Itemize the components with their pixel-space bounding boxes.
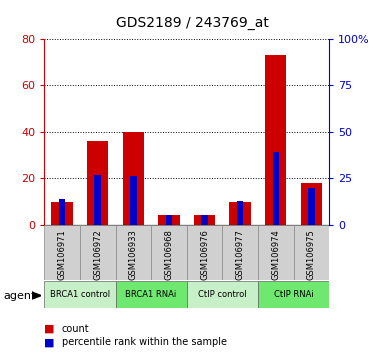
Bar [229, 201, 251, 225]
Text: GSM106974: GSM106974 [271, 229, 280, 280]
Bar [87, 141, 109, 225]
Text: CtIP control: CtIP control [198, 290, 247, 299]
Text: percentile rank within the sample: percentile rank within the sample [62, 337, 227, 347]
Bar [308, 188, 315, 225]
Text: GSM106933: GSM106933 [129, 229, 138, 280]
Bar [301, 183, 322, 225]
Polygon shape [32, 292, 41, 299]
Text: agent: agent [4, 291, 36, 301]
Text: GSM106977: GSM106977 [236, 229, 244, 280]
Bar [158, 216, 179, 225]
Bar [130, 176, 137, 225]
Bar [265, 55, 286, 225]
Text: GDS2189 / 243769_at: GDS2189 / 243769_at [116, 16, 269, 30]
Bar [44, 225, 80, 280]
Bar [80, 225, 116, 280]
Text: GSM106976: GSM106976 [200, 229, 209, 280]
Bar [59, 199, 65, 225]
Bar [116, 225, 151, 280]
Bar [293, 225, 329, 280]
Bar [258, 225, 294, 280]
Bar [258, 281, 329, 308]
Bar [116, 281, 187, 308]
Bar [273, 152, 279, 225]
Text: GSM106975: GSM106975 [307, 229, 316, 280]
Bar [194, 216, 215, 225]
Bar [44, 281, 116, 308]
Bar [151, 225, 187, 280]
Text: ■: ■ [44, 337, 55, 347]
Text: count: count [62, 324, 89, 333]
Bar [94, 175, 101, 225]
Bar [237, 201, 243, 225]
Bar [201, 216, 208, 225]
Text: BRCA1 control: BRCA1 control [50, 290, 110, 299]
Bar [51, 201, 73, 225]
Text: CtIP RNAi: CtIP RNAi [274, 290, 313, 299]
Text: GSM106972: GSM106972 [93, 229, 102, 280]
Bar [187, 225, 223, 280]
Text: GSM106971: GSM106971 [58, 229, 67, 280]
Text: GSM106968: GSM106968 [164, 229, 173, 280]
Text: BRCA1 RNAi: BRCA1 RNAi [126, 290, 177, 299]
Bar [166, 216, 172, 225]
Bar [122, 132, 144, 225]
Text: ■: ■ [44, 324, 55, 333]
Bar [187, 281, 258, 308]
Bar [223, 225, 258, 280]
